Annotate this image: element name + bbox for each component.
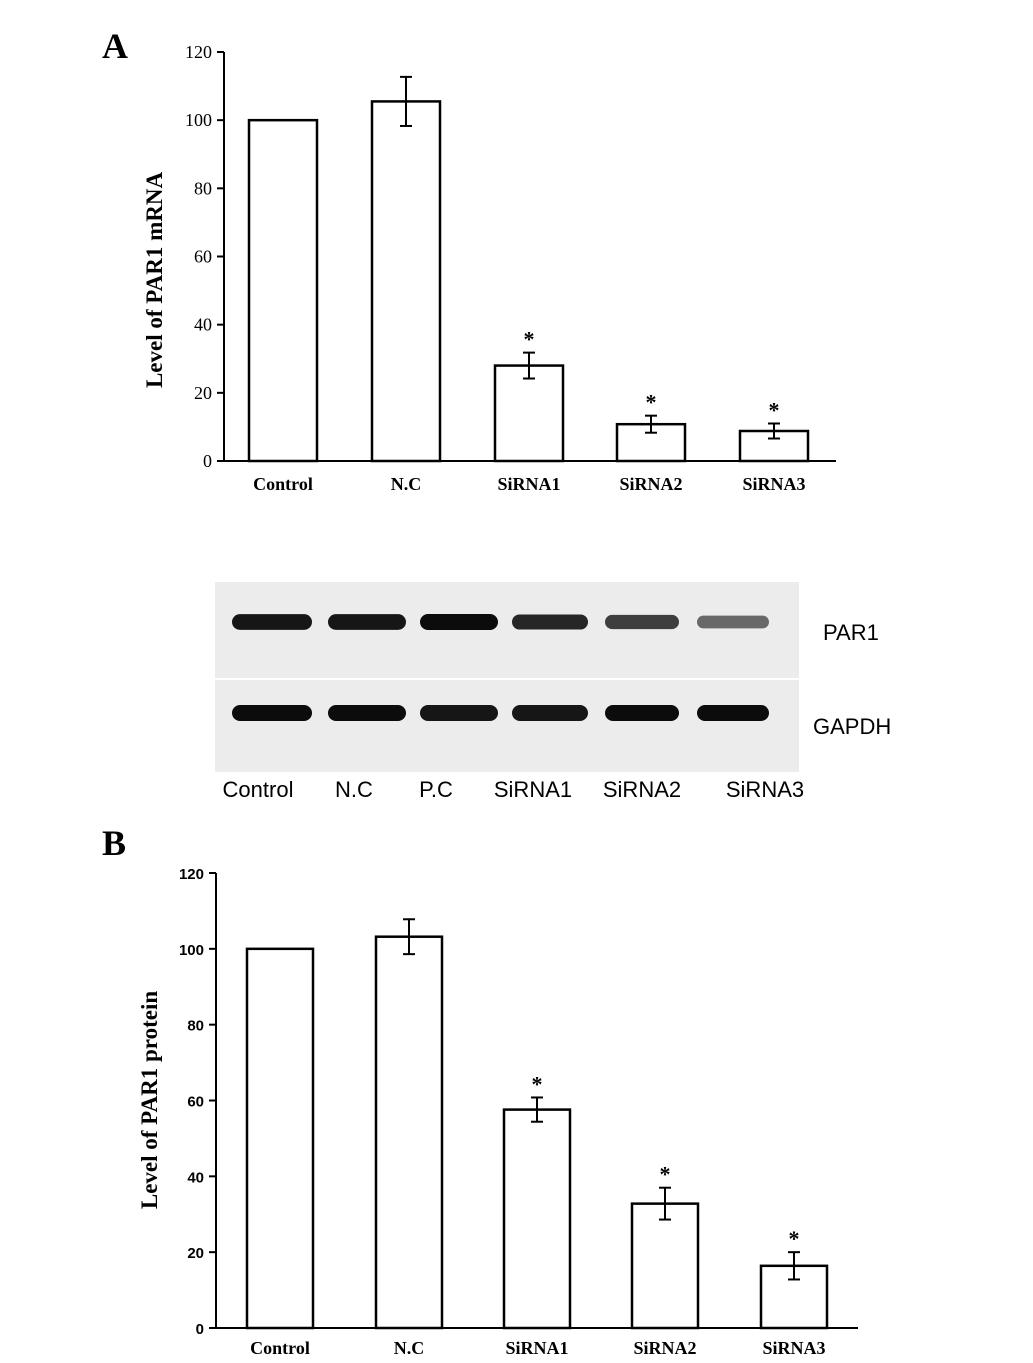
chart-a-category-label: SiRNA1 — [497, 474, 560, 494]
blot-row-label-gapdh: GAPDH — [813, 714, 891, 739]
blot-band-gapdh — [420, 705, 498, 721]
blot-lane-label: Control — [223, 777, 294, 802]
blot-row-label-par1: PAR1 — [823, 620, 879, 645]
blot-band-gapdh — [697, 705, 769, 721]
chart-b-y-tick-label: 60 — [187, 1094, 204, 1111]
chart-b-protein: Level of PAR1 protein 0 20 40 60 80 100 120 Con… — [137, 866, 858, 1358]
chart-b-significance-marker: * — [789, 1226, 800, 1251]
chart-b-category-label: N.C — [394, 1338, 425, 1358]
chart-a-significance-marker: * — [524, 327, 535, 352]
blot-band-gapdh — [605, 705, 679, 721]
blot-band-par1 — [512, 614, 588, 630]
blot-lane-label: P.C — [419, 777, 453, 802]
chart-a-y-tick-label: 20 — [194, 383, 212, 403]
chart-b-significance-marker: * — [532, 1071, 543, 1096]
chart-b-y-axis-label: Level of PAR1 protein — [137, 991, 162, 1209]
blot-panel-top — [215, 582, 799, 678]
chart-a-y-tick-label: 60 — [194, 247, 212, 267]
blot-band-gapdh — [328, 705, 406, 721]
chart-a-y-tick-label: 100 — [185, 110, 212, 130]
chart-b-bar — [630, 1202, 700, 1330]
chart-a-bar — [247, 118, 319, 463]
chart-b-category-label: SiRNA1 — [505, 1338, 568, 1358]
chart-b-bar — [502, 1108, 572, 1330]
chart-a-mrna: Level of PAR1 mRNA 0 20 40 60 80 100 120 Contro… — [142, 42, 836, 494]
blot-band-par1 — [232, 614, 312, 630]
chart-a-significance-marker: * — [646, 390, 657, 415]
panel-a-label: A — [102, 26, 128, 66]
chart-a-category-label: SiRNA3 — [742, 474, 805, 494]
chart-b-y-tick-label: 20 — [187, 1245, 204, 1262]
blot-lane-label: SiRNA1 — [494, 777, 572, 802]
chart-a-y-tick-label: 80 — [194, 178, 212, 198]
chart-a-y-tick-label: 0 — [203, 451, 212, 471]
chart-a-significance-marker: * — [769, 398, 780, 423]
chart-b-y-tick-label: 120 — [179, 866, 204, 883]
chart-b-significance-marker: * — [660, 1162, 671, 1187]
chart-b-y-tick-label: 40 — [187, 1169, 204, 1186]
chart-b-category-label: SiRNA3 — [762, 1338, 825, 1358]
chart-b-y-tick-label: 100 — [179, 942, 204, 959]
chart-b-bar — [245, 947, 315, 1330]
chart-a-category-label: SiRNA2 — [619, 474, 682, 494]
chart-a-bar — [493, 364, 565, 463]
panel-b-label: B — [102, 823, 126, 863]
chart-a-category-label: N.C — [391, 474, 422, 494]
blot-lane-label: SiRNA2 — [603, 777, 681, 802]
chart-a-y-tick-label: 40 — [194, 315, 212, 335]
chart-b-y-tick-label: 80 — [187, 1018, 204, 1035]
blot-lane-label: SiRNA3 — [726, 777, 804, 802]
chart-b-category-label: SiRNA2 — [633, 1338, 696, 1358]
western-blot: PAR1 GAPDH Control N.C P.C SiRNA1 SiRNA2 SiRN… — [215, 582, 891, 802]
chart-a-y-axis-label: Level of PAR1 mRNA — [142, 172, 167, 388]
chart-b-bar — [374, 935, 444, 1330]
blot-band-gapdh — [232, 705, 312, 721]
chart-b-category-label: Control — [250, 1338, 310, 1358]
blot-panel-bottom — [215, 680, 799, 772]
blot-band-par1 — [328, 614, 406, 630]
blot-band-gapdh — [512, 705, 588, 721]
chart-b-y-tick-label: 0 — [196, 1321, 204, 1338]
blot-band-par1 — [697, 615, 769, 629]
blot-band-par1 — [605, 614, 679, 630]
blot-band-par1 — [420, 614, 498, 630]
chart-a-category-label: Control — [253, 474, 313, 494]
chart-a-y-tick-label: 120 — [185, 42, 212, 62]
chart-a-bar — [370, 100, 442, 463]
blot-lane-label: N.C — [335, 777, 373, 802]
